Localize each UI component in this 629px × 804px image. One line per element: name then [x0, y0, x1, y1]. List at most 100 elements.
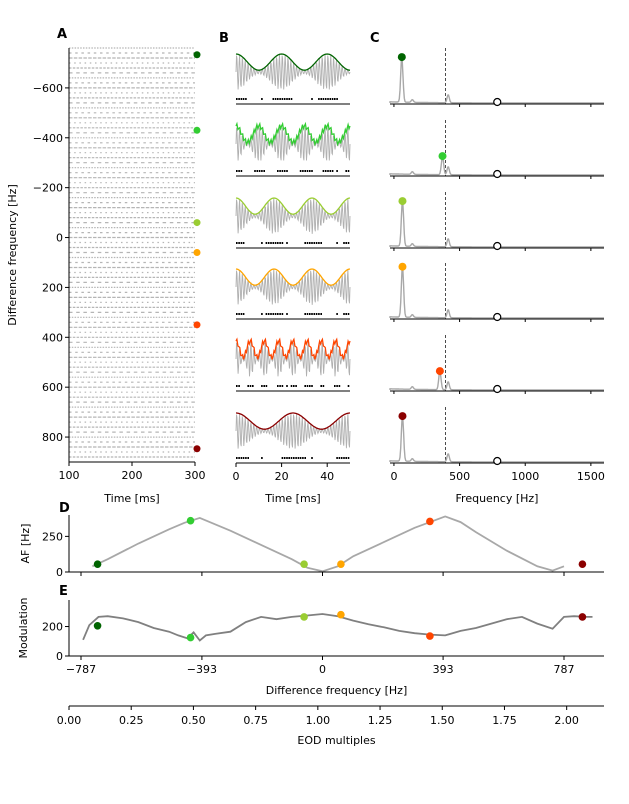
marker-e [93, 621, 102, 630]
spike-mark [331, 98, 334, 100]
spike-mark [299, 457, 302, 459]
spike-mark [242, 98, 245, 100]
spike-mark [336, 385, 338, 387]
tick-label-a-y: 800 [42, 431, 63, 444]
spike-mark [311, 457, 313, 459]
spike-mark [329, 98, 332, 100]
spike-mark [238, 98, 240, 100]
spike-mark [290, 457, 293, 459]
modulation-line [82, 613, 593, 642]
eod-marker [493, 169, 502, 179]
spike-mark [306, 385, 309, 387]
spike-mark [277, 242, 279, 244]
axis-label-d-y: AF [Hz] [19, 524, 32, 564]
tick-label-e-x: 0 [319, 663, 326, 676]
af-line [92, 515, 565, 573]
spike-mark [236, 98, 238, 100]
spike-mark [274, 98, 277, 100]
spike-mark [302, 457, 304, 459]
marker-d [300, 560, 308, 568]
spike-mark [252, 385, 254, 387]
spike-mark [340, 457, 343, 459]
spike-mark [295, 385, 297, 387]
spike-mark [247, 385, 249, 387]
eod-marker [493, 384, 502, 394]
power-spectrum [389, 267, 604, 319]
spike-mark [336, 170, 338, 172]
power-spectrum [389, 416, 604, 463]
spike-mark [309, 385, 311, 387]
panel-d: 0 250 AF [Hz] [19, 515, 604, 579]
tick-label-c-x: 1000 [511, 470, 539, 483]
envelope-trace [235, 53, 351, 71]
spike-mark [304, 385, 306, 387]
spike-mark [236, 385, 238, 387]
envelope-trace [236, 412, 350, 430]
spike-mark [242, 313, 245, 315]
spike-mark [347, 170, 350, 172]
tick-label-c-x: 500 [449, 470, 470, 483]
spike-mark [238, 170, 240, 172]
spike-mark [290, 98, 293, 100]
spike-mark [261, 242, 263, 244]
spike-mark [336, 242, 338, 244]
spike-mark [295, 457, 297, 459]
spike-mark [343, 457, 345, 459]
power-spectrum [389, 55, 604, 104]
tick-label-a-x: 100 [59, 469, 80, 482]
spike-mark [336, 457, 338, 459]
spike-mark [336, 98, 338, 100]
spike-mark [261, 385, 263, 387]
peak-marker [435, 367, 444, 376]
spike-mark [318, 313, 320, 315]
spike-mark [345, 457, 347, 459]
carrier-signal [235, 269, 351, 305]
spike-mark [240, 98, 243, 100]
spike-mark [236, 170, 238, 172]
spike-mark [345, 242, 347, 244]
tick-label-b-x: 0 [233, 470, 240, 483]
spike-mark [322, 98, 325, 100]
spike-mark [281, 170, 284, 172]
spike-mark [331, 170, 334, 172]
spike-mark [345, 313, 347, 315]
spike-mark [329, 170, 332, 172]
spike-mark [311, 385, 313, 387]
tick-label-b-x: 40 [320, 470, 334, 483]
carrier-signal [235, 127, 351, 161]
spike-mark [261, 313, 263, 315]
tick-label-f-x: 0.00 [57, 714, 82, 727]
spike-mark [343, 313, 345, 315]
spike-mark [281, 313, 284, 315]
spike-mark [238, 385, 240, 387]
spike-mark [242, 242, 245, 244]
spike-mark [338, 385, 341, 387]
spike-mark [279, 385, 281, 387]
spike-mark [286, 170, 288, 172]
tick-label-f-x: 1.75 [492, 714, 517, 727]
spike-mark [320, 98, 322, 100]
spike-mark [309, 170, 311, 172]
tick-label-a-y: −200 [33, 182, 63, 195]
spike-mark [274, 242, 277, 244]
spike-mark [327, 98, 329, 100]
tick-label-f-x: 0.50 [181, 714, 206, 727]
axis-label-a-x: Time [ms] [103, 492, 159, 505]
tick-label-a-y: 0 [56, 232, 63, 245]
tick-label-e-x: 393 [433, 663, 454, 676]
spike-mark [240, 170, 243, 172]
tick-label-f-x: 1.00 [306, 714, 331, 727]
spike-mark [315, 313, 318, 315]
spike-mark [338, 457, 341, 459]
spike-mark [274, 313, 277, 315]
spike-mark [311, 242, 313, 244]
spike-mark [286, 242, 288, 244]
spike-mark [281, 385, 284, 387]
spike-mark [283, 457, 286, 459]
spike-mark [270, 313, 272, 315]
spike-mark [320, 313, 322, 315]
marker-e [337, 610, 345, 619]
panel-letter-d: D [59, 501, 70, 516]
eod-marker [493, 456, 502, 466]
